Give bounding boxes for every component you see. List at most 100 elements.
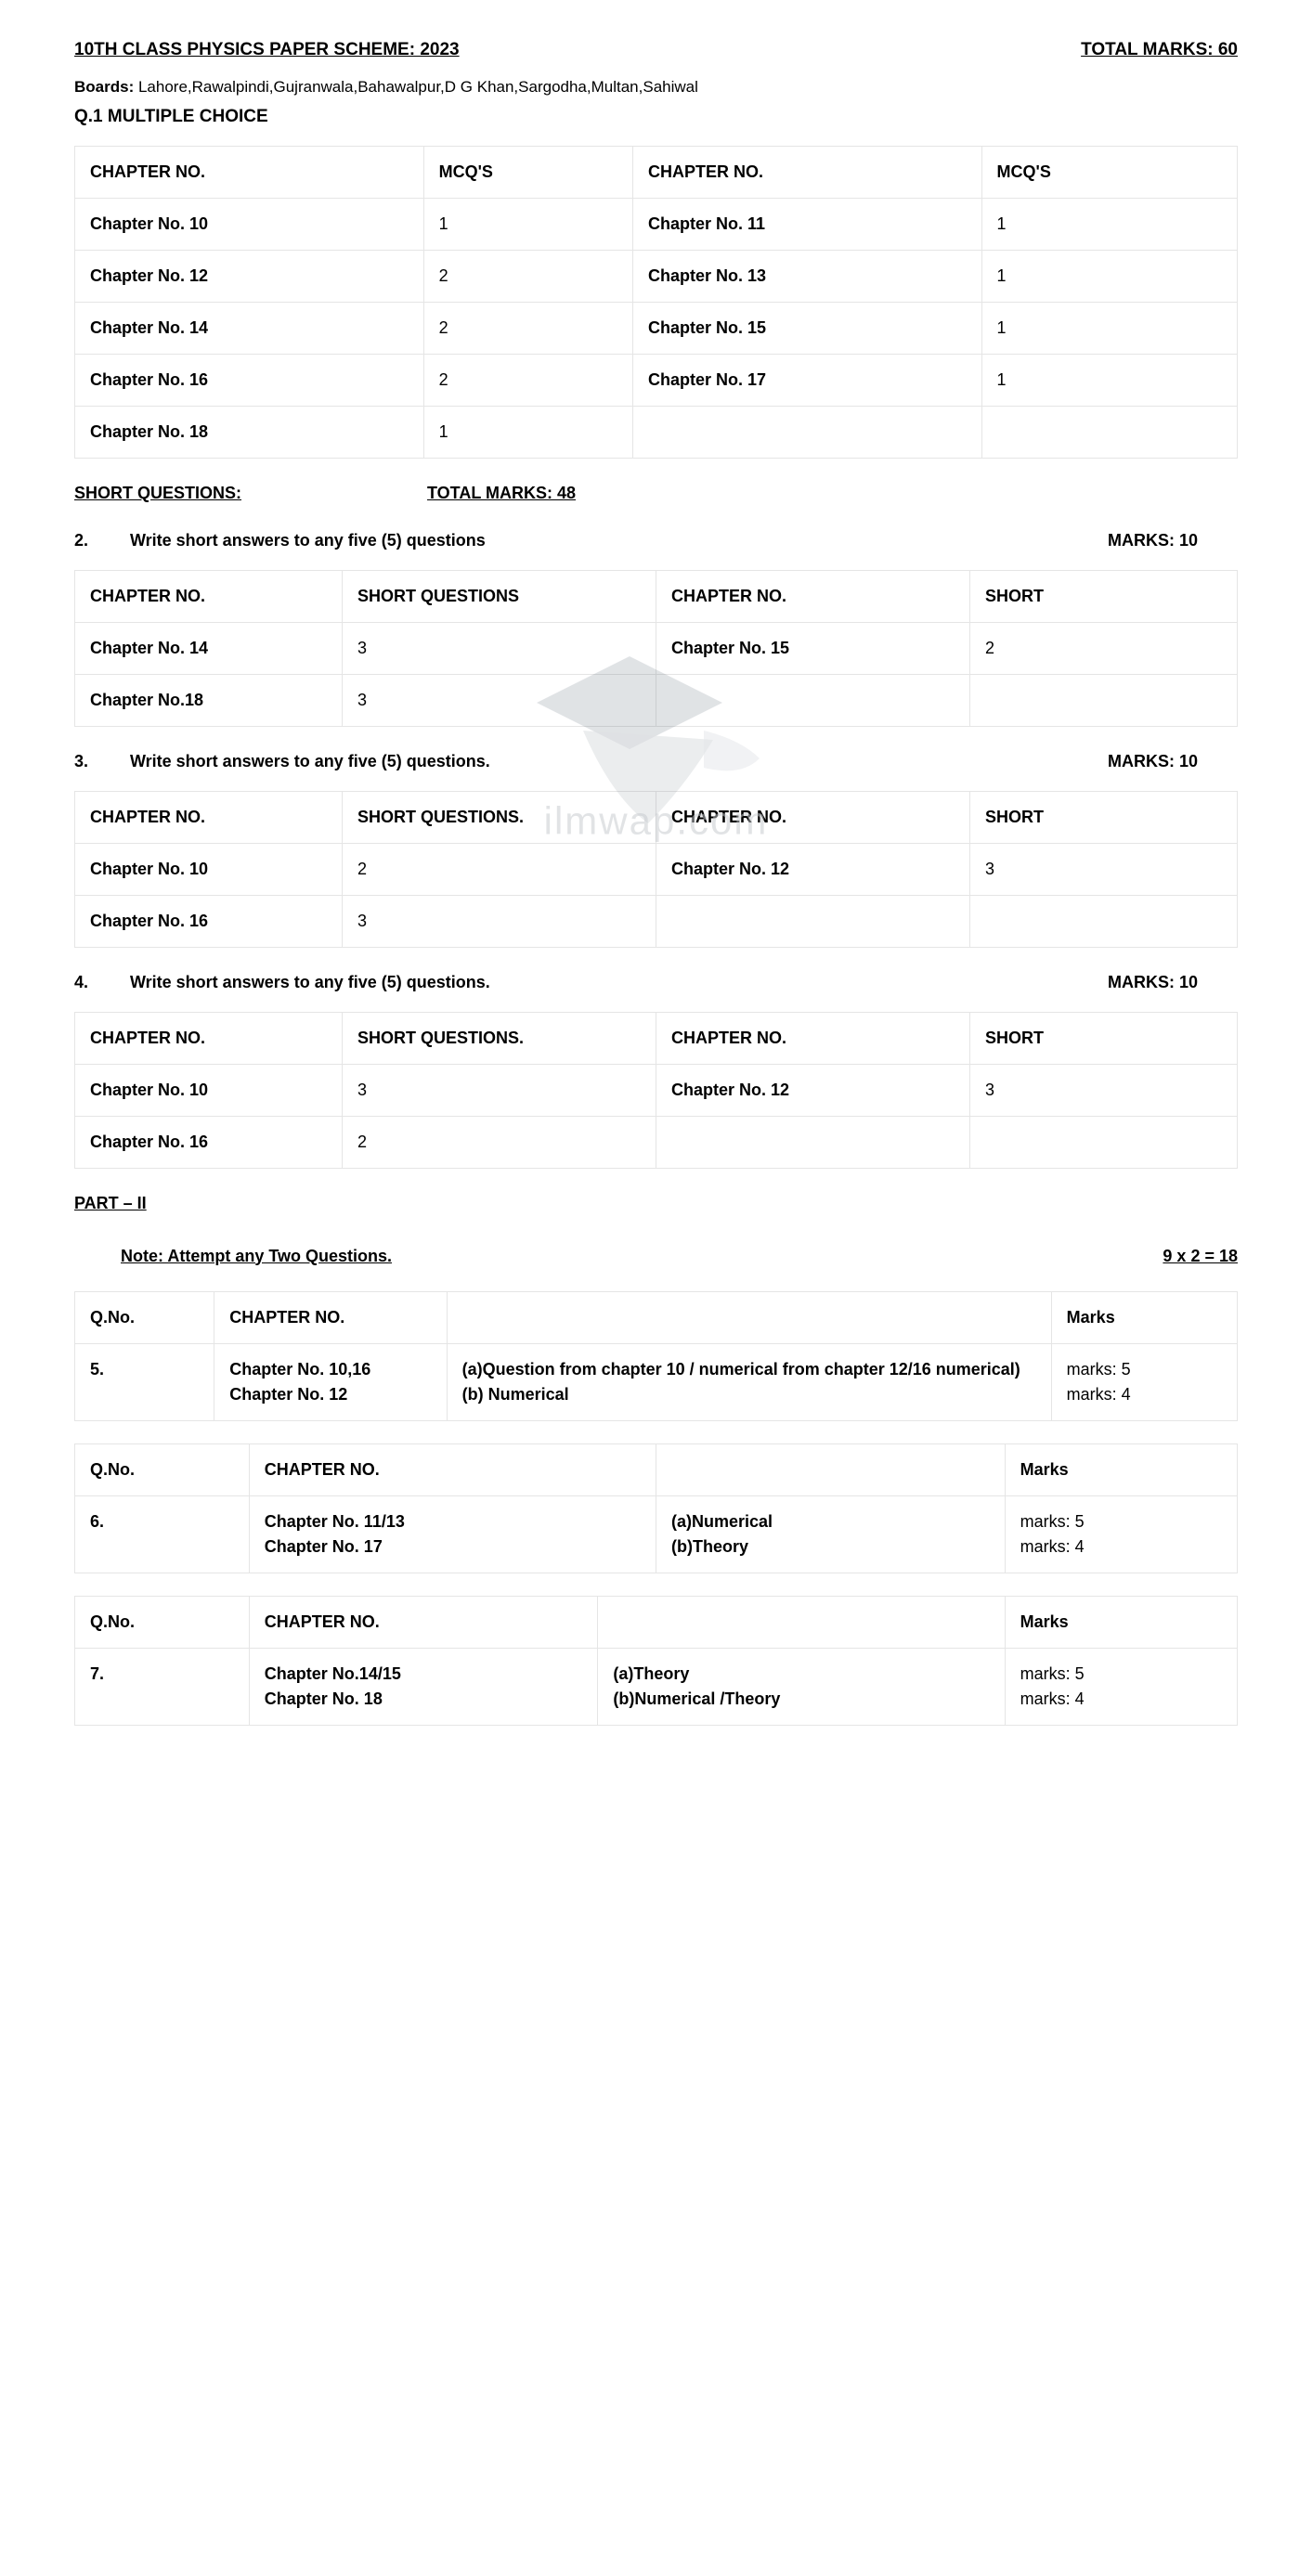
- table-cell: Chapter No. 16: [75, 354, 424, 406]
- table-cell: [656, 674, 969, 726]
- table-cell: 2: [342, 1116, 656, 1168]
- q2-marks: MARKS: 10: [1108, 528, 1238, 553]
- table-header: MCQ'S: [423, 146, 632, 198]
- table-header: CHAPTER NO.: [656, 570, 969, 622]
- table-row: Chapter No. 162Chapter No. 171: [75, 354, 1238, 406]
- q2-num: 2.: [74, 528, 130, 553]
- table-header: CHAPTER NO.: [656, 791, 969, 843]
- q3-text: Write short answers to any five (5) ques…: [130, 749, 1108, 774]
- table-header: Q.No.: [75, 1596, 250, 1648]
- table-header: CHAPTER NO.: [656, 1012, 969, 1064]
- table-cell: Chapter No.14/15Chapter No. 18: [249, 1648, 598, 1725]
- short-header-right: TOTAL MARKS: 48: [427, 481, 576, 506]
- mcq-table: CHAPTER NO.MCQ'SCHAPTER NO.MCQ'SChapter …: [74, 146, 1238, 459]
- table-header: SHORT: [970, 791, 1238, 843]
- table-header: [598, 1596, 1005, 1648]
- table-cell: Chapter No. 17: [632, 354, 981, 406]
- short-questions-header: SHORT QUESTIONS: TOTAL MARKS: 48: [74, 481, 1238, 506]
- table-cell: 3: [342, 674, 656, 726]
- table-cell: marks: 5marks: 4: [1051, 1343, 1237, 1420]
- q4-num: 4.: [74, 970, 130, 995]
- table-cell: 1: [423, 198, 632, 250]
- boards-line: Boards: Lahore,Rawalpindi,Gujranwala,Bah…: [74, 75, 1238, 99]
- table-row: Chapter No. 142Chapter No. 151: [75, 302, 1238, 354]
- table-header: Marks: [1005, 1596, 1237, 1648]
- table-header: MCQ'S: [981, 146, 1237, 198]
- table-cell: [656, 895, 969, 947]
- table-cell: [632, 406, 981, 458]
- table-header: CHAPTER NO.: [75, 146, 424, 198]
- table-cell: marks: 5marks: 4: [1005, 1495, 1237, 1573]
- table-cell: Chapter No. 14: [75, 302, 424, 354]
- table-cell: (a)Theory(b)Numerical /Theory: [598, 1648, 1005, 1725]
- q2-table: CHAPTER NO.SHORT QUESTIONSCHAPTER NO.SHO…: [74, 570, 1238, 727]
- table-header: Marks: [1051, 1291, 1237, 1343]
- table-header: SHORT QUESTIONS.: [342, 1012, 656, 1064]
- table-cell: (a)Question from chapter 10 / numerical …: [447, 1343, 1051, 1420]
- table-header: CHAPTER NO.: [75, 791, 343, 843]
- table-cell: 1: [981, 354, 1237, 406]
- q2-line: 2. Write short answers to any five (5) q…: [74, 528, 1238, 553]
- table-cell: Chapter No. 16: [75, 1116, 343, 1168]
- boards-label: Boards:: [74, 78, 134, 96]
- table-cell: 3: [970, 1064, 1238, 1116]
- q4-line: 4. Write short answers to any five (5) q…: [74, 970, 1238, 995]
- table-cell: Chapter No. 15: [656, 622, 969, 674]
- q3-num: 3.: [74, 749, 130, 774]
- header-total-marks: TOTAL MARKS: 60: [1081, 37, 1238, 64]
- table-row: 6.Chapter No. 11/13Chapter No. 17(a)Nume…: [75, 1495, 1238, 1573]
- table-header: [447, 1291, 1051, 1343]
- table-header: CHAPTER NO.: [632, 146, 981, 198]
- table-cell: Chapter No.18: [75, 674, 343, 726]
- table-header: Q.No.: [75, 1291, 214, 1343]
- table-header: Marks: [1005, 1443, 1237, 1495]
- table-header: CHAPTER NO.: [75, 1012, 343, 1064]
- table-cell: 3: [970, 843, 1238, 895]
- table-header: SHORT QUESTIONS.: [342, 791, 656, 843]
- table-cell: 1: [981, 302, 1237, 354]
- boards-value: Lahore,Rawalpindi,Gujranwala,Bahawalpur,…: [138, 78, 698, 96]
- table-header: SHORT: [970, 570, 1238, 622]
- part2-title: PART – II: [74, 1191, 1238, 1216]
- table-cell: Chapter No. 10: [75, 843, 343, 895]
- table-header: [656, 1443, 1005, 1495]
- table-row: Chapter No. 163: [75, 895, 1238, 947]
- q7-table: Q.No.CHAPTER NO.Marks7.Chapter No.14/15C…: [74, 1596, 1238, 1726]
- table-header: CHAPTER NO.: [75, 570, 343, 622]
- note-line: Note: Attempt any Two Questions. 9 x 2 =…: [74, 1244, 1238, 1269]
- table-cell: Chapter No. 11/13Chapter No. 17: [249, 1495, 656, 1573]
- table-cell: Chapter No. 16: [75, 895, 343, 947]
- table-cell: Chapter No. 18: [75, 406, 424, 458]
- table-header: Q.No.: [75, 1443, 250, 1495]
- table-cell: 7.: [75, 1648, 250, 1725]
- table-header: CHAPTER NO.: [214, 1291, 447, 1343]
- table-row: Chapter No. 143Chapter No. 152: [75, 622, 1238, 674]
- table-cell: 3: [342, 895, 656, 947]
- table-cell: 3: [342, 1064, 656, 1116]
- header-title: 10TH CLASS PHYSICS PAPER SCHEME: 2023: [74, 37, 460, 64]
- table-cell: (a)Numerical(b)Theory: [656, 1495, 1005, 1573]
- table-row: Chapter No. 122Chapter No. 131: [75, 250, 1238, 302]
- table-cell: 2: [423, 354, 632, 406]
- q2-text: Write short answers to any five (5) ques…: [130, 528, 1108, 553]
- table-cell: [970, 895, 1238, 947]
- table-cell: Chapter No. 14: [75, 622, 343, 674]
- table-cell: Chapter No. 11: [632, 198, 981, 250]
- table-header: CHAPTER NO.: [249, 1443, 656, 1495]
- note-right: 9 x 2 = 18: [1163, 1244, 1238, 1269]
- table-cell: Chapter No. 12: [656, 1064, 969, 1116]
- table-cell: [970, 674, 1238, 726]
- table-cell: 5.: [75, 1343, 214, 1420]
- table-cell: 2: [423, 250, 632, 302]
- table-cell: Chapter No. 12: [75, 250, 424, 302]
- q6-table: Q.No.CHAPTER NO. Marks6.Chapter No. 11/13…: [74, 1443, 1238, 1573]
- table-row: Chapter No. 102Chapter No. 123: [75, 843, 1238, 895]
- table-cell: Chapter No. 10: [75, 198, 424, 250]
- q4-marks: MARKS: 10: [1108, 970, 1238, 995]
- table-cell: Chapter No. 12: [656, 843, 969, 895]
- table-cell: Chapter No. 15: [632, 302, 981, 354]
- short-header-left: SHORT QUESTIONS:: [74, 481, 241, 506]
- table-row: Chapter No. 103Chapter No. 123: [75, 1064, 1238, 1116]
- table-cell: marks: 5marks: 4: [1005, 1648, 1237, 1725]
- table-cell: Chapter No. 10: [75, 1064, 343, 1116]
